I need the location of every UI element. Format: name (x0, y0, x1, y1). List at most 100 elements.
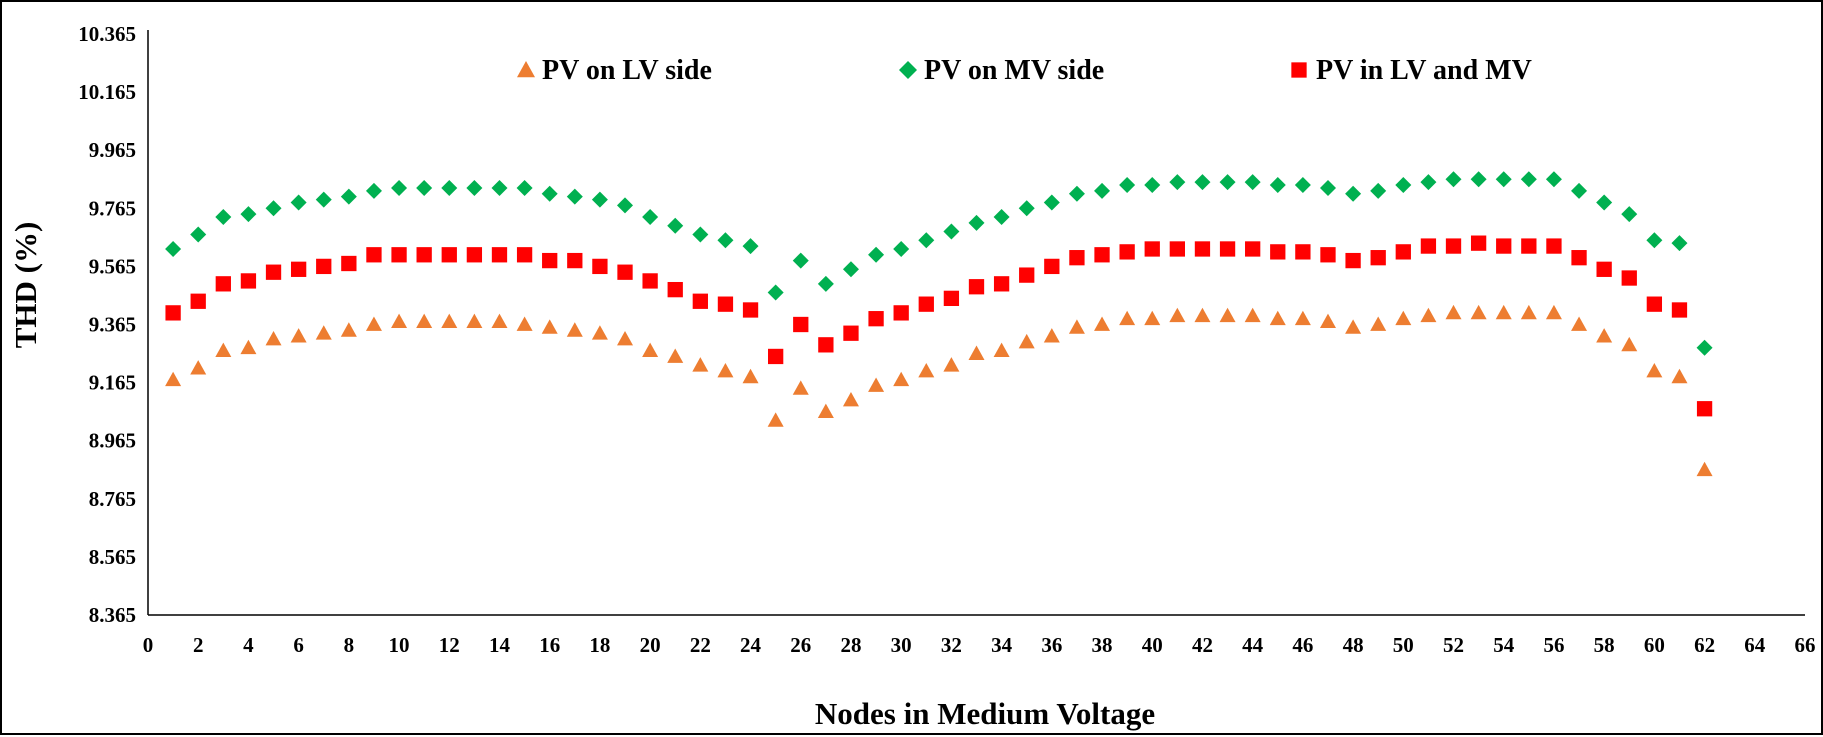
data-point (1445, 171, 1462, 188)
data-point (1621, 270, 1637, 286)
data-point (818, 337, 834, 353)
axes (147, 30, 1805, 616)
data-point (190, 226, 207, 243)
y-tick-label: 9.165 (89, 371, 136, 395)
data-point (1219, 307, 1236, 323)
data-point (667, 281, 683, 298)
data-point (968, 214, 985, 231)
series-diamond (165, 171, 1713, 356)
data-point (516, 179, 533, 196)
data-point (566, 188, 583, 205)
data-point (265, 331, 282, 346)
data-point (1571, 316, 1588, 331)
series-square (165, 235, 1713, 417)
data-point (265, 200, 282, 217)
data-point (1320, 247, 1336, 263)
data-point (542, 252, 558, 269)
data-point (617, 197, 634, 214)
data-point (365, 182, 382, 199)
data-point (767, 412, 784, 427)
data-point (591, 325, 608, 340)
data-point (215, 209, 232, 226)
data-point (491, 247, 508, 263)
y-tick-label: 9.565 (89, 254, 136, 278)
data-point (1219, 174, 1236, 191)
data-point (1370, 250, 1386, 266)
data-point (1546, 238, 1562, 254)
data-point (1621, 336, 1638, 352)
data-point (567, 252, 583, 269)
data-point (466, 179, 483, 196)
data-point (340, 188, 357, 205)
x-tick-label: 36 (1041, 633, 1062, 657)
data-point (1496, 238, 1512, 254)
data-point (391, 313, 408, 328)
x-tick-label: 48 (1343, 633, 1364, 657)
data-point (466, 313, 483, 328)
y-tick-label: 9.365 (89, 313, 136, 337)
x-tick-label: 62 (1694, 633, 1715, 657)
data-point (391, 247, 407, 263)
x-tick-label: 54 (1493, 633, 1515, 657)
x-tick-label: 16 (539, 633, 560, 657)
data-point (617, 331, 634, 346)
data-point (943, 290, 960, 307)
data-point (1119, 177, 1136, 194)
y-tick-label: 8.765 (89, 487, 136, 511)
data-point (1094, 247, 1110, 263)
data-point (667, 348, 684, 363)
data-points (165, 171, 1713, 477)
data-point (290, 261, 307, 277)
data-point (1169, 174, 1186, 191)
y-tick-label: 8.365 (89, 603, 136, 627)
data-point (416, 247, 432, 263)
data-point (1370, 316, 1387, 331)
data-point (993, 209, 1010, 226)
data-point (1144, 241, 1160, 257)
x-tick-label: 50 (1393, 633, 1414, 657)
data-point (165, 305, 181, 321)
data-point (1018, 200, 1035, 217)
data-point (868, 311, 884, 327)
data-point (1094, 316, 1111, 331)
data-point (1345, 252, 1361, 269)
data-point (1445, 304, 1462, 320)
data-point (868, 246, 885, 263)
data-point (1294, 177, 1311, 194)
data-point (968, 279, 985, 295)
data-point (768, 348, 784, 365)
data-point (240, 206, 257, 223)
data-point (1696, 339, 1713, 356)
data-point (316, 258, 332, 275)
data-point (1244, 307, 1261, 323)
legend-item: PV on MV side (899, 55, 1104, 86)
data-point (1596, 261, 1612, 277)
data-point (1194, 174, 1211, 191)
data-point (516, 316, 533, 331)
data-point (1696, 461, 1713, 477)
data-point (1169, 241, 1185, 257)
x-tick-label: 34 (991, 633, 1013, 657)
data-point (1470, 235, 1487, 251)
data-point (1370, 182, 1387, 199)
data-point (943, 223, 960, 240)
data-point (1571, 250, 1587, 266)
data-point (667, 217, 684, 234)
data-point (918, 296, 934, 312)
data-point (1521, 238, 1537, 254)
data-point (591, 191, 608, 208)
data-point (767, 284, 784, 301)
data-point (1194, 241, 1211, 257)
x-tick-label: 28 (840, 633, 861, 657)
x-tick-label: 58 (1594, 633, 1615, 657)
data-point (491, 313, 508, 328)
data-point (1119, 244, 1135, 260)
data-point (1520, 304, 1537, 320)
data-point (315, 191, 332, 208)
data-point (843, 325, 859, 341)
x-tick-label: 20 (640, 633, 661, 657)
x-tick-label: 30 (891, 633, 912, 657)
legend-label: PV on LV side (542, 55, 712, 86)
data-point (993, 276, 1010, 292)
